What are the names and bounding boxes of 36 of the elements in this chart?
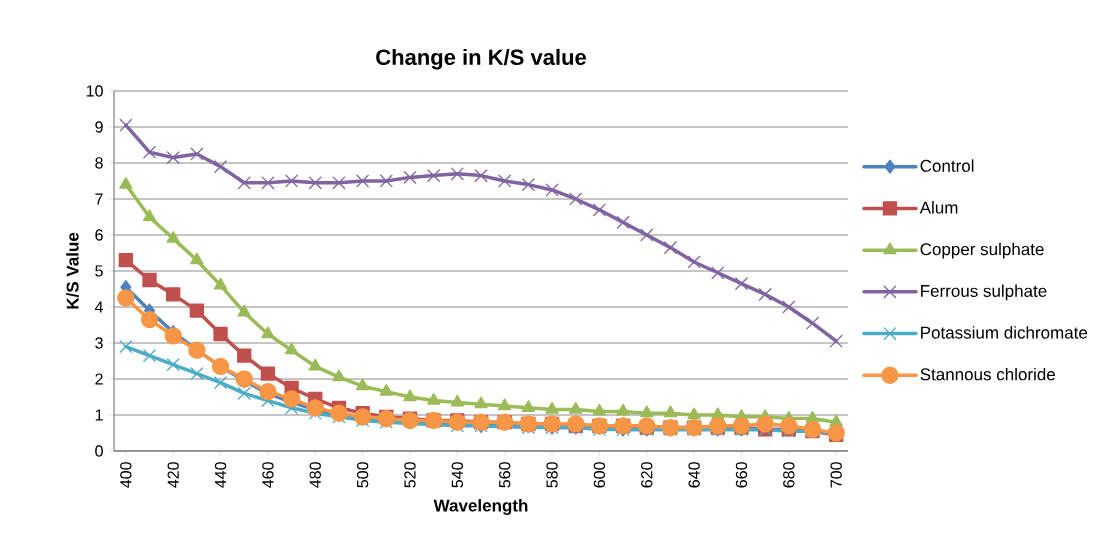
y-tick-label: 2 (95, 373, 103, 385)
y-tick-label: 4 (94, 301, 104, 313)
y-tick-label: 7 (95, 193, 103, 205)
legend-label: Ferrous sulphate (921, 284, 1047, 301)
x-tick-label: 700 (830, 462, 842, 488)
legend-label: Stannous chloride (920, 367, 1055, 381)
legend-label: Control (920, 159, 974, 172)
x-tick-label: 660 (735, 462, 748, 488)
legend-label: Alum (919, 201, 958, 214)
y-tick-label: 6 (95, 229, 103, 241)
x-tick-label: 460 (262, 462, 274, 488)
x-tick-label: 600 (593, 462, 606, 488)
x-tick-label: 580 (546, 462, 558, 488)
x-tick-label: 560 (499, 462, 511, 488)
y-tick-label: 0 (95, 445, 103, 457)
x-tick-label: 440 (214, 462, 227, 488)
y-tick-label: 1 (95, 409, 103, 421)
y-tick-label: 8 (95, 157, 103, 169)
x-tick-label: 540 (451, 462, 463, 488)
x-tick-label: 640 (688, 462, 700, 488)
x-tick-label: 680 (783, 462, 795, 488)
x-tick-label: 420 (167, 462, 179, 488)
x-tick-label: 480 (309, 462, 321, 488)
legend-label: Copper sulphate (920, 242, 1044, 259)
x-tick-label: 520 (404, 462, 416, 488)
y-tick-label: 5 (95, 265, 103, 277)
x-tick-label: 400 (120, 462, 132, 488)
x-tick-label: 500 (356, 462, 369, 488)
y-tick-label: 3 (95, 337, 103, 349)
x-axis-title: Wavelength (433, 499, 528, 515)
legend-label: Potassium dichromate (921, 326, 1088, 339)
chart-title: Change in K/S value (376, 48, 586, 70)
y-axis-title: K/S Value (66, 232, 79, 309)
y-tick-label: 9 (95, 121, 103, 133)
y-tick-label: 10 (86, 85, 103, 97)
x-tick-label: 620 (641, 462, 653, 488)
